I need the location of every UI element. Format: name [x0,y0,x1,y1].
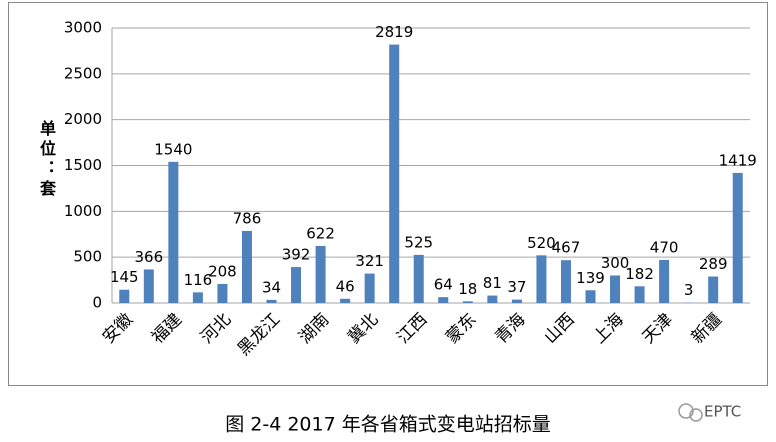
bar [732,172,743,303]
value-label: 139 [576,269,605,287]
watermark-icon [678,403,694,419]
bar [462,301,473,303]
value-label: 1419 [719,151,757,169]
bar [536,255,547,303]
bar [389,44,400,303]
value-label: 520 [527,234,556,252]
y-tick-label: 2500 [64,64,102,82]
value-label: 1540 [154,140,192,158]
x-tick-label: 安徽 [99,310,137,348]
value-label: 321 [355,252,384,270]
value-label: 145 [110,268,139,286]
value-label: 182 [625,265,654,283]
bar [560,260,571,303]
x-tick-label: 河北 [197,310,235,348]
value-label: 116 [184,271,213,289]
bar [168,161,179,303]
x-tick-label: 上海 [590,310,628,348]
bar [413,254,424,303]
value-label: 786 [233,209,262,227]
value-label: 3 [684,281,694,299]
value-label: 622 [306,224,335,242]
x-tick-label: 青海 [491,310,529,348]
chart-title: 图 2-4 2017 年各省箱式变电站招标量 [225,414,551,436]
y-tick-label: 0 [92,294,102,312]
bar [364,273,375,303]
watermark: EPTC [678,403,741,422]
bar [487,295,498,303]
value-label: 208 [208,262,237,280]
value-label: 34 [262,278,281,296]
value-label: 300 [601,254,630,272]
value-label: 46 [336,277,355,295]
bar [659,259,670,303]
value-label: 64 [434,276,453,294]
value-label: 18 [458,280,477,298]
x-tick-label: 江西 [393,310,431,348]
y-tick-label: 3000 [64,19,102,37]
y-axis-label: 单位：套 [37,120,56,200]
bar [511,299,522,303]
x-tick-label: 湖南 [295,310,333,348]
y-tick-label: 1000 [64,202,102,220]
bar [708,276,719,303]
value-label: 81 [483,274,502,292]
bar [192,292,203,303]
value-label: 467 [552,239,581,257]
value-label: 37 [507,278,526,296]
x-tick-label: 冀北 [344,310,382,348]
bar [340,298,351,303]
bar [217,283,228,303]
x-tick-label: 黑龙江 [234,310,284,360]
bar [610,275,621,303]
value-label: 366 [134,248,163,266]
bar [438,297,449,303]
y-tick-label: 500 [73,248,102,266]
bar [266,299,277,303]
watermark-text: EPTC [704,403,741,421]
x-tick-label: 福建 [148,310,186,348]
watermark-icon [689,408,703,422]
value-label: 470 [650,238,679,256]
bar [585,290,596,303]
bar [315,245,326,303]
bar [634,286,645,303]
x-tick-label: 天津 [639,310,677,348]
value-label: 525 [404,233,433,251]
bar [143,269,154,303]
x-tick-label: 蒙东 [442,310,480,348]
y-tick-label: 2000 [64,110,102,128]
value-label: 2819 [375,23,413,41]
bar [291,267,302,303]
value-label: 392 [282,246,311,264]
x-tick-label: 新疆 [688,310,726,348]
bar [241,230,252,303]
bar [119,289,130,303]
y-tick-label: 1500 [64,156,102,174]
chart-border [8,2,768,386]
value-label: 289 [699,255,728,273]
x-tick-label: 山西 [540,310,578,348]
